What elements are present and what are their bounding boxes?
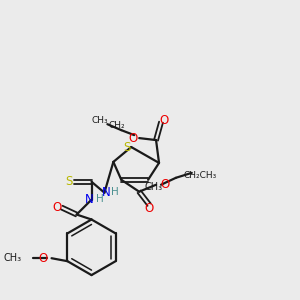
Text: N: N [102,186,111,199]
Text: O: O [52,201,62,214]
Text: S: S [124,140,131,154]
Text: H: H [112,187,119,197]
Text: S: S [65,175,72,188]
Text: CH₃: CH₃ [4,253,22,263]
Text: O: O [128,132,137,145]
Text: CH₃: CH₃ [91,116,108,125]
Text: CH₃: CH₃ [145,182,163,192]
Text: N: N [85,193,94,206]
Text: CH₂: CH₂ [108,121,124,130]
Text: O: O [145,202,154,215]
Text: H: H [96,194,103,204]
Text: CH₂CH₃: CH₂CH₃ [184,171,217,180]
Text: O: O [159,114,169,127]
Text: O: O [160,178,169,191]
Text: O: O [38,252,48,265]
